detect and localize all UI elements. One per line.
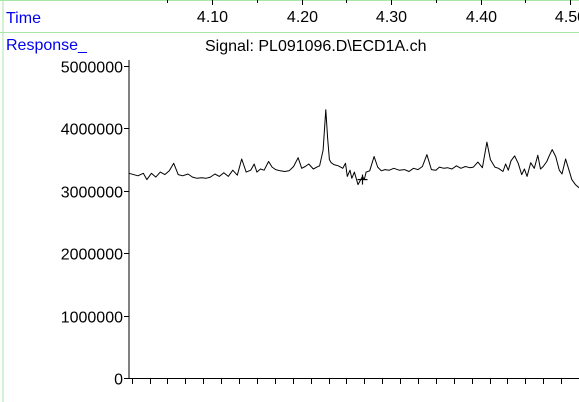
time-tick-label: 4.10: [197, 9, 228, 26]
time-scale: 4.10 4.20 4.30 4.40 4.50: [167, 0, 579, 26]
time-tick-label: 4.20: [287, 9, 318, 26]
y-axis: 0 1000000 2000000 3000000 4000000 5000000: [61, 60, 130, 389]
time-tick-label: 4.30: [376, 9, 407, 26]
time-axis-label: Time: [6, 10, 41, 27]
signal-title: Signal: PL091096.D\ECD1A.ch: [205, 38, 426, 55]
signal-trace: [128, 109, 579, 189]
x-axis: [129, 378, 579, 384]
y-tick-label: 1000000: [61, 310, 123, 327]
response-axis-label: Response_: [6, 37, 88, 54]
y-tick-label: 0: [114, 372, 123, 389]
time-tick-label: 4.50: [555, 9, 579, 26]
cursor-marker: [357, 174, 368, 185]
time-tick-label: 4.40: [466, 9, 497, 26]
y-tick-label: 5000000: [61, 60, 123, 77]
plot-area: [128, 109, 579, 189]
y-tick-label: 2000000: [61, 247, 123, 264]
y-tick-label: 3000000: [61, 185, 123, 202]
y-tick-label: 4000000: [61, 122, 123, 139]
